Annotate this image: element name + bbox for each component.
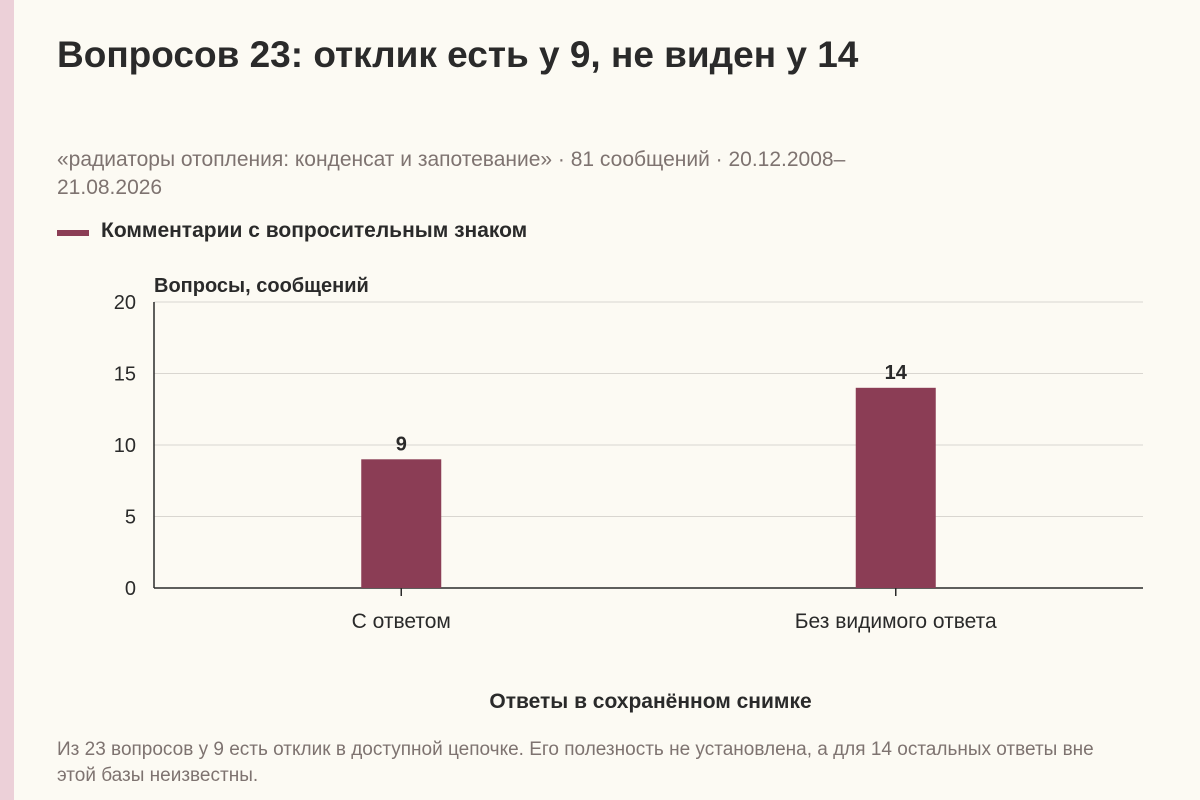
bar-chart: 0 5 10 15 20 Вопросы, сообщений 9 С ответом 14 Бе… [114,275,1143,713]
chart-footnote: Из 23 вопросов у 9 есть отклик в доступн… [57,739,1094,786]
data-label: 9 [396,433,407,455]
x-tick-label: С ответом [352,610,451,633]
x-tick-label: Без видимого ответа [795,610,997,633]
data-label: 14 [885,362,908,384]
y-axis-label: Вопросы, сообщений [154,275,369,297]
y-tick-label: 5 [125,507,136,529]
bar [361,459,442,588]
side-accent-stripe [0,0,14,800]
y-tick-label: 10 [114,435,136,457]
chart-subtitle: «радиаторы отопления: конденсат и запоте… [57,148,846,199]
legend-label: Комментарии с вопросительным знаком [101,219,528,242]
y-tick-label: 0 [125,578,136,600]
y-tick-label: 20 [114,292,136,314]
chart-title: Вопросов 23: отклик есть у 9, не виден у… [57,34,859,75]
x-axis-label: Ответы в сохранённом снимке [489,690,811,713]
bar [855,387,936,588]
legend-swatch [57,230,89,236]
legend: Комментарии с вопросительным знаком [57,219,527,243]
y-tick-label: 15 [114,364,136,386]
